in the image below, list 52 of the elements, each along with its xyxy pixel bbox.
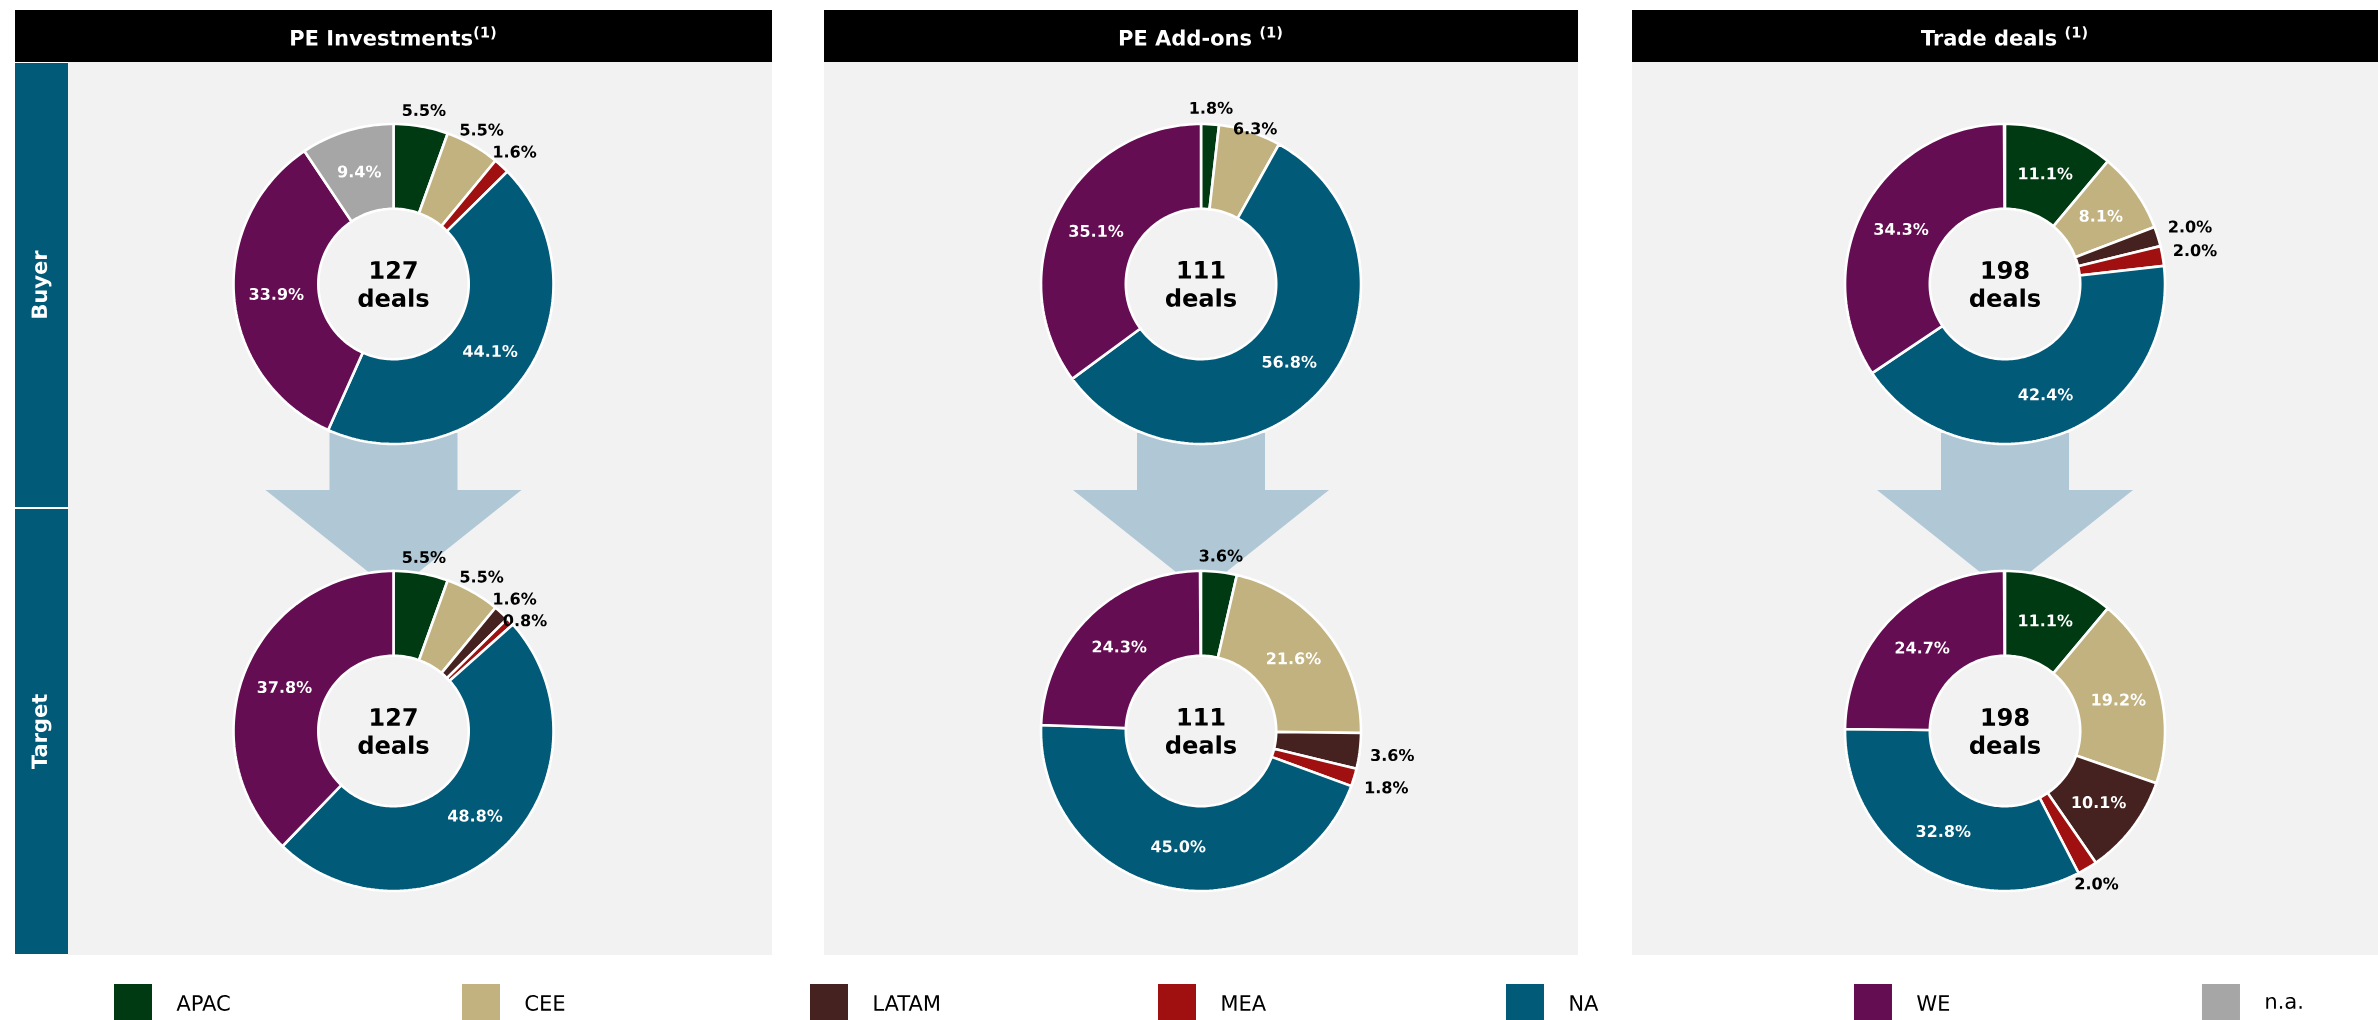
data-label: 42.4% (2018, 388, 2073, 401)
data-label: 9.4% (337, 165, 381, 178)
legend-label: NA (1570, 995, 1599, 1011)
data-label: 3.6% (1371, 748, 1414, 762)
data-label: 1.8% (1190, 101, 1233, 114)
text: 127 deals (358, 260, 429, 308)
data-label: 24.7% (1895, 641, 1950, 654)
data-label: 2.0% (2169, 220, 2212, 233)
data-label: 11.1% (2019, 167, 2073, 180)
data-label: 5.5% (402, 103, 446, 117)
legend-label: LATAM (874, 995, 939, 1011)
legend-label: APAC (176, 995, 230, 1011)
chart-title: PE Investments$^{(1)}$ (291, 26, 496, 46)
data-label: 34.3% (1874, 222, 1929, 235)
legend-label: CEE (525, 995, 565, 1011)
data-label: 5.5% (460, 570, 504, 583)
data-label: 45.0% (1151, 840, 1206, 853)
text: 198 deals (1970, 260, 2040, 308)
data-label: 1.6% (494, 145, 537, 158)
data-label: 2.0% (2174, 244, 2217, 257)
data-label: 2.0% (2075, 877, 2119, 890)
data-label: 0.8% (503, 614, 547, 627)
data-label: 11.1% (2019, 614, 2073, 627)
data-label: 37.8% (257, 680, 312, 694)
data-label: 48.8% (448, 809, 503, 822)
data-label: 3.6% (1199, 549, 1243, 562)
data-label: 8.1% (2079, 209, 2123, 222)
data-label: 33.9% (249, 287, 304, 300)
data-label: 35.1% (1069, 224, 1124, 237)
data-label: 5.5% (460, 123, 504, 136)
data-label: 6.3% (1233, 122, 1277, 135)
data-label: 19.2% (2092, 693, 2146, 706)
text: Target (31, 694, 52, 770)
data-label: 56.8% (1262, 355, 1317, 368)
data-label: 24.3% (1092, 640, 1147, 653)
chart-title: Trade deals $^{(1)}$ (1920, 26, 2087, 46)
data-label: 1.8% (1365, 781, 1409, 794)
text: 111 deals (1166, 708, 1236, 754)
text: 127 deals (358, 707, 429, 755)
data-label: 5.5% (402, 550, 446, 564)
data-label: 44.1% (463, 344, 518, 358)
legend-label: MEA (1222, 995, 1266, 1011)
text: 198 deals (1970, 707, 2040, 755)
data-label: 21.6% (1266, 652, 1321, 665)
data-label: 1.6% (494, 592, 537, 605)
legend-label: WE (1917, 995, 1950, 1011)
chart-title: PE Add-ons $^{(1)}$ (1119, 26, 1282, 46)
legend-label: n.a. (2266, 996, 2302, 1009)
text: Buyer (31, 250, 52, 318)
text: 111 deals (1166, 261, 1236, 307)
data-label: 32.8% (1916, 825, 1971, 838)
data-label: 10.1% (2072, 796, 2126, 809)
